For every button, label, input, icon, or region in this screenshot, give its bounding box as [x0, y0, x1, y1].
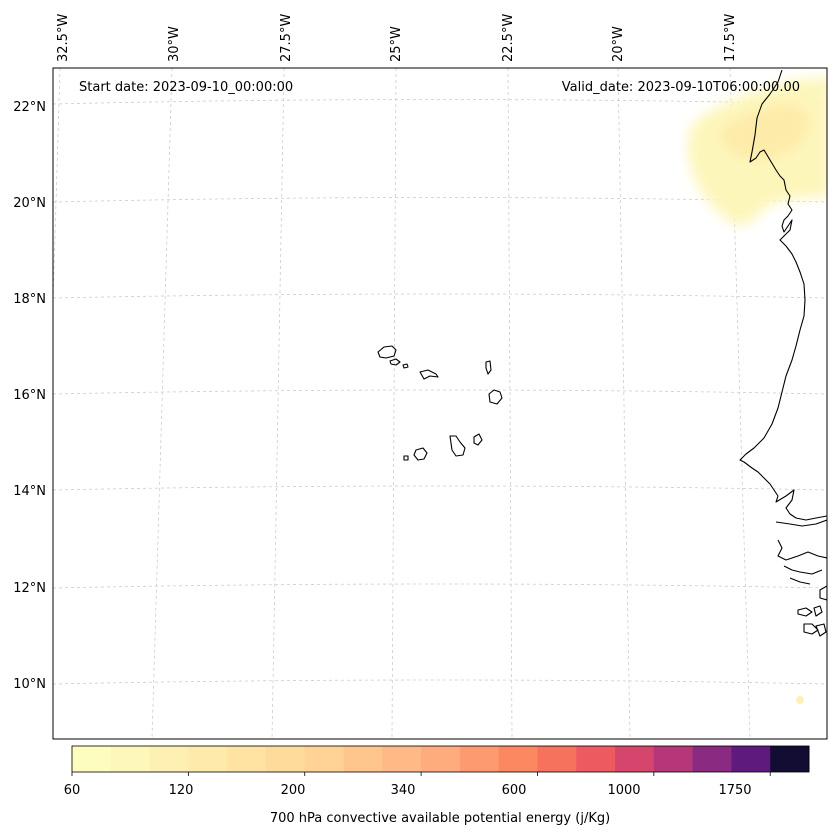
gridline-lon-30 [151, 68, 173, 739]
gridline-lat-22 [53, 99, 827, 105]
colorbar-tick-340: 340 [391, 783, 416, 798]
africa-coastline [739, 69, 827, 521]
lon-label-30w: 30°W [167, 26, 182, 62]
cape-area-mid [720, 103, 809, 160]
colorbar-swatch [265, 746, 306, 772]
lat-label-18n: 18°N [13, 292, 46, 307]
lat-label-10n: 10°N [13, 677, 46, 692]
colorbar-swatch [576, 746, 616, 772]
gambia-estuary [775, 519, 827, 527]
gridline-lat-10 [53, 679, 827, 685]
colorbar-swatches [72, 746, 810, 772]
bissagos-islands [797, 585, 827, 637]
colorbar-tick-1000: 1000 [607, 783, 640, 798]
colorbar-swatch [692, 746, 732, 772]
island-santiago [449, 435, 466, 457]
lon-label-25w: 25°W [389, 26, 404, 62]
island-sao-vicente [389, 358, 401, 366]
colorbar-tick-600: 600 [502, 783, 527, 798]
colorbar-swatch [615, 746, 655, 772]
lon-labels: 32.5°W 30°W 27.5°W 25°W 22.5°W 20°W 17.5… [56, 14, 738, 62]
gridline-lon-22.5 [507, 68, 513, 739]
island-sal [485, 360, 492, 375]
lat-labels: 22°N 20°N 18°N 16°N 14°N 12°N 10°N [13, 100, 46, 692]
lon-label-20w: 20°W [611, 26, 626, 62]
colorbar-swatch [653, 746, 694, 772]
colorbar-swatch [537, 746, 577, 772]
gridline-lon-20 [617, 68, 631, 739]
gridline-lat-20 [53, 197, 827, 203]
colorbar-tick-1750: 1750 [718, 783, 751, 798]
island-fogo [413, 447, 428, 461]
island-sao-nicolau [419, 369, 439, 380]
lat-label-16n: 16°N [13, 388, 46, 403]
gridline-lon-17.5 [729, 68, 751, 739]
island-santa-luzia [402, 363, 409, 369]
island-santo-antao [377, 345, 397, 359]
colorbar-tick-60: 60 [64, 783, 81, 798]
lon-label-22.5w: 22.5°W [501, 14, 516, 62]
island-brava [403, 455, 409, 461]
gridline-lat-16 [53, 389, 827, 395]
colorbar-swatch [343, 746, 383, 772]
valid-date-label: Valid_date: 2023-09-10T06:00:00.00 [562, 80, 800, 95]
gridline-lon-25 [391, 68, 397, 739]
gridline-lon-27.5 [271, 68, 285, 739]
colorbar-swatch [731, 746, 771, 772]
colorbar: 60 120 200 340 600 1000 1750 700 hPa con… [64, 745, 810, 826]
colorbar-swatch [459, 746, 500, 772]
guinea-bissau-coast [777, 539, 827, 585]
colorbar-tick-labels: 60 120 200 340 600 1000 1750 [64, 783, 752, 798]
lat-label-20n: 20°N [13, 196, 46, 211]
map-frame [52, 67, 828, 740]
cape-speck [796, 696, 804, 704]
lon-label-17.5w: 17.5°W [723, 14, 738, 62]
colorbar-swatch [188, 746, 228, 772]
colorbar-tick-120: 120 [169, 783, 194, 798]
colorbar-swatch [72, 746, 112, 772]
lat-label-14n: 14°N [13, 484, 46, 499]
colorbar-swatch [770, 746, 810, 772]
colorbar-swatch [382, 746, 422, 772]
colorbar-swatch [421, 746, 461, 772]
gridline-lat-18 [53, 293, 827, 299]
coastlines [377, 69, 827, 637]
colorbar-tick-200: 200 [281, 783, 306, 798]
cape-field [687, 77, 827, 704]
colorbar-label: 700 hPa convective available potential e… [270, 811, 610, 826]
lat-label-22n: 22°N [13, 100, 46, 115]
gridline-lat-12 [53, 583, 827, 589]
lon-label-27.5w: 27.5°W [279, 14, 294, 62]
colorbar-swatch [304, 746, 345, 772]
lon-label-32.5w: 32.5°W [56, 14, 71, 62]
colorbar-ticks [71, 772, 771, 776]
colorbar-swatch [227, 746, 267, 772]
colorbar-swatch [149, 746, 189, 772]
colorbar-frame [71, 745, 810, 773]
gridlines [53, 68, 827, 739]
colorbar-swatch [110, 746, 151, 772]
gridline-lat-14 [53, 485, 827, 491]
island-maio [473, 433, 483, 446]
start-date-label: Start date: 2023-09-10_00:00:00 [79, 80, 293, 95]
colorbar-swatch [498, 746, 538, 772]
island-boa-vista [488, 389, 503, 405]
lat-label-12n: 12°N [13, 581, 46, 596]
